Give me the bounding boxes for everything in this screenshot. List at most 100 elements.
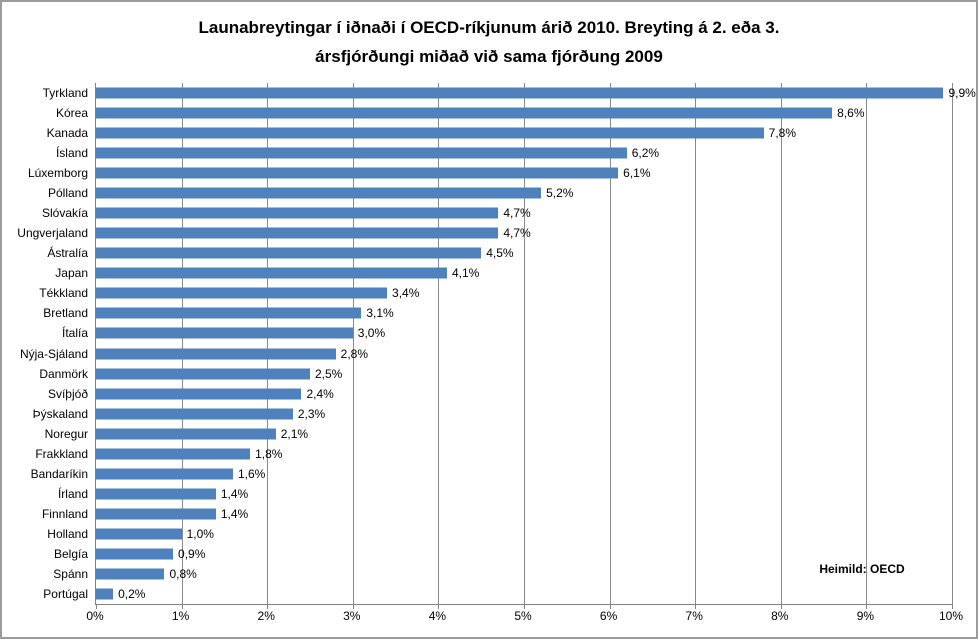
gridline [609, 83, 611, 604]
category-label: Nýja-Sjáland [19, 346, 88, 361]
chart-title-line2: ársfjórðungi miðað við sama fjórðung 200… [315, 47, 663, 66]
category-label: Tyrkland [42, 86, 88, 101]
gridline [780, 83, 782, 604]
value-label: 6,2% [631, 146, 660, 161]
bar-row: Pólland 5,2% [48, 183, 952, 203]
bar [96, 408, 293, 420]
bar-row: Frakkland 1,8% [35, 444, 952, 464]
x-axis-tick [96, 604, 97, 609]
x-axis-tick [524, 604, 525, 609]
x-axis-tick [267, 604, 269, 609]
bar-row: Ungverjaland 4,7% [17, 223, 952, 243]
x-axis-label: 10% [938, 609, 964, 623]
category-label: Þýskaland [32, 406, 88, 421]
bar-row: Kanada 7,8% [47, 123, 952, 143]
category-label: Tékkland [39, 286, 88, 301]
bar-row: Slóvakía 4,7% [42, 203, 952, 223]
bar-row: Ísland 6,2% [56, 143, 952, 163]
bar-row: Svíþjóð 2,4% [48, 384, 952, 404]
gridline [524, 83, 525, 604]
x-axis-tick [438, 604, 440, 609]
bar [96, 127, 764, 139]
value-label: 8,6% [837, 106, 865, 121]
value-label: 0,2% [118, 586, 146, 601]
x-axis-label: 4% [428, 609, 447, 623]
value-label: 4,1% [451, 266, 480, 281]
category-label: Lúxemborg [27, 166, 88, 181]
gridline [438, 83, 440, 604]
bar [96, 327, 353, 339]
category-label: Spánn [53, 566, 88, 581]
category-label: Pólland [47, 186, 88, 201]
bar [96, 227, 499, 239]
bar [96, 448, 251, 460]
category-label: Frakkland [35, 446, 88, 461]
category-label: Portúgal [43, 586, 88, 601]
category-label: Ísland [55, 146, 88, 161]
chart-title-line1: Launabreytingar í iðnaði í OECD-ríkjunum… [198, 18, 780, 37]
bar [96, 348, 336, 360]
bar-rows: Tyrkland 9,9% Kórea 8,6% Kanada 7,8% Ísland 6,2… [17, 83, 976, 604]
gridline [866, 83, 868, 604]
category-label: Holland [47, 526, 88, 541]
bar-row: Noregur 2,1% [45, 424, 952, 444]
value-label: 4,5% [486, 246, 514, 261]
bar [96, 147, 627, 159]
x-axis-label: 1% [171, 609, 190, 623]
bar-row: Kórea 8,6% [56, 103, 952, 123]
bar-row: Ítalía 3,0% [62, 323, 952, 343]
x-axis-tick [609, 604, 611, 609]
bar-row: Danmörk 2,5% [39, 364, 952, 384]
value-label: 9,9% [948, 86, 976, 101]
x-axis-label: 3% [343, 609, 361, 623]
value-label: 1,4% [220, 506, 249, 521]
gridline [695, 83, 697, 604]
value-label: 1,6% [237, 466, 266, 481]
x-axis-tick [952, 604, 953, 609]
bar [96, 428, 276, 440]
category-label: Noregur [44, 426, 88, 441]
bar-row: Portúgal 0,2% [43, 584, 952, 604]
value-label: 0,9% [178, 546, 206, 561]
x-axis-tick [695, 604, 697, 609]
x-axis-label: 9% [856, 609, 875, 623]
bar-row: Tyrkland 9,9% [43, 83, 976, 103]
value-label: 3,4% [392, 286, 420, 301]
value-label: 0,8% [169, 566, 197, 581]
bar [96, 548, 174, 560]
bar [96, 167, 619, 179]
gridline [181, 83, 183, 604]
value-label: 5,2% [546, 186, 574, 201]
category-label: Kórea [55, 106, 88, 121]
bar [96, 388, 302, 400]
category-label: Danmörk [39, 366, 88, 381]
bar [96, 488, 216, 500]
value-label: 2,1% [280, 426, 309, 441]
value-label: 1,4% [220, 486, 249, 501]
gridline [952, 83, 953, 604]
x-axis-tick [181, 604, 183, 609]
bar [96, 468, 233, 480]
bar [96, 307, 362, 319]
chart-title: Launabreytingar í iðnaði í OECD-ríkjunum… [2, 13, 976, 71]
value-label: 3,1% [366, 306, 394, 321]
bar [96, 87, 944, 99]
bar-row: Japan 4,1% [55, 263, 952, 283]
bar [96, 588, 114, 600]
bar [96, 368, 310, 380]
x-axis-tick [866, 604, 868, 609]
x-axis-label: 7% [685, 609, 703, 623]
gridlines [96, 83, 953, 604]
bar-row: Nýja-Sjáland 2,8% [20, 344, 952, 364]
bar-row: Tékkland 3,4% [39, 283, 952, 303]
value-label: 2,5% [315, 366, 343, 381]
value-label: 2,8% [340, 346, 369, 361]
bar-row: Spánn 0,8% [53, 564, 952, 584]
bar-row: Ástralía 4,5% [47, 243, 952, 263]
bar [96, 287, 388, 299]
value-label: 4,7% [503, 226, 531, 241]
bar-row: Írland 1,4% [58, 484, 952, 504]
bar [96, 267, 447, 279]
